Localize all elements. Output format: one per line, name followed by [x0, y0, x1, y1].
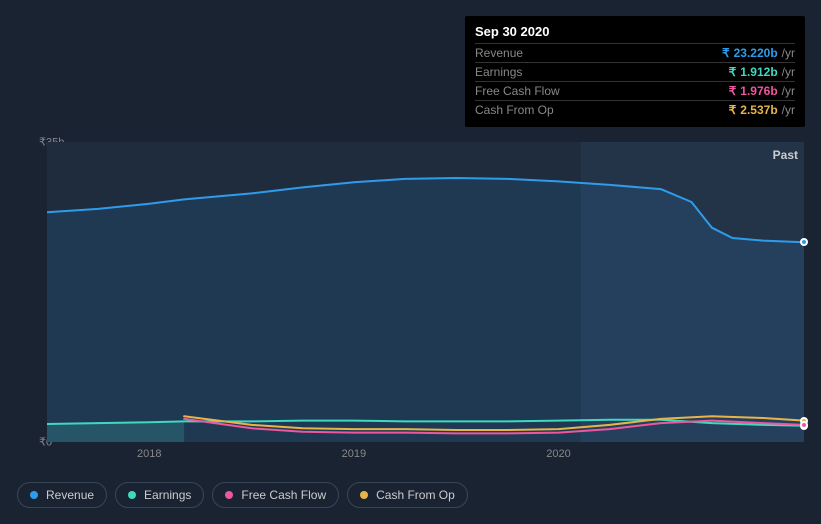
tooltip-date: Sep 30 2020 [475, 24, 795, 43]
series-end-dot [800, 238, 808, 246]
legend-item-free-cash-flow[interactable]: Free Cash Flow [212, 482, 339, 508]
x-axis-label: 2019 [342, 448, 366, 460]
tooltip-row: Revenue ₹23.220b/yr [475, 43, 795, 62]
tooltip-metric-value: ₹2.537b/yr [729, 103, 795, 117]
legend-item-revenue[interactable]: Revenue [17, 482, 107, 508]
tooltip-metric-value: ₹1.912b/yr [729, 65, 795, 79]
tooltip-metric-label: Cash From Op [475, 103, 554, 117]
tooltip-metric-value: ₹1.976b/yr [729, 84, 795, 98]
legend-label: Revenue [46, 488, 94, 502]
x-axis-label: 2018 [137, 448, 161, 460]
legend: Revenue Earnings Free Cash Flow Cash From O… [17, 482, 468, 508]
legend-dot-icon [225, 491, 233, 499]
legend-dot-icon [30, 491, 38, 499]
legend-dot-icon [128, 491, 136, 499]
chart-area: ₹35b₹0 Past [17, 125, 804, 445]
legend-label: Earnings [144, 488, 191, 502]
x-axis-label: 2020 [546, 448, 570, 460]
series-end-dot [800, 421, 808, 429]
past-label: Past [773, 148, 798, 162]
tooltip-row: Cash From Op ₹2.537b/yr [475, 100, 795, 119]
tooltip-metric-label: Free Cash Flow [475, 84, 560, 98]
legend-label: Free Cash Flow [241, 488, 326, 502]
x-axis: 2018 2019 2020 [47, 448, 804, 468]
tooltip-row: Earnings ₹1.912b/yr [475, 62, 795, 81]
chart-plot[interactable]: Past [47, 142, 804, 442]
legend-item-earnings[interactable]: Earnings [115, 482, 204, 508]
legend-dot-icon [360, 491, 368, 499]
tooltip-metric-label: Earnings [475, 65, 522, 79]
tooltip-metric-value: ₹23.220b/yr [722, 46, 795, 60]
legend-label: Cash From Op [376, 488, 455, 502]
hover-tooltip: Sep 30 2020 Revenue ₹23.220b/yr Earnings ₹1… [465, 16, 805, 127]
tooltip-metric-label: Revenue [475, 46, 523, 60]
legend-item-cash-from-op[interactable]: Cash From Op [347, 482, 468, 508]
tooltip-row: Free Cash Flow ₹1.976b/yr [475, 81, 795, 100]
